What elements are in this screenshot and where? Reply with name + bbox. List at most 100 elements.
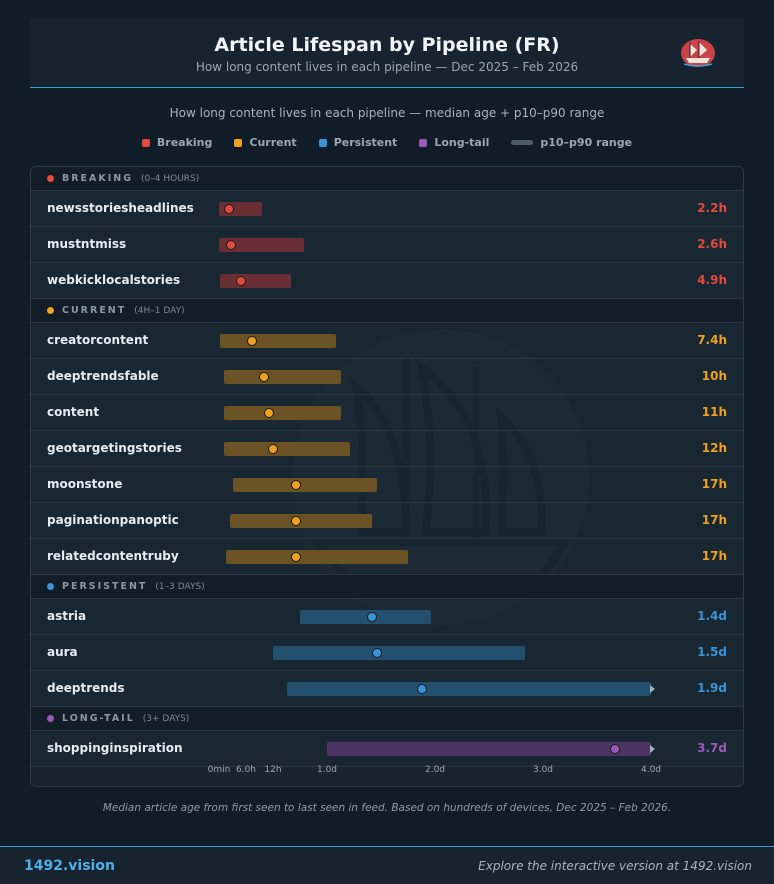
- legend-color-swatch: [141, 138, 150, 147]
- pipeline-name: shoppinginspiration: [47, 741, 183, 755]
- pipeline-row[interactable]: creatorcontent 7.4h: [31, 323, 743, 359]
- pipeline-name: deeptrends: [47, 681, 125, 695]
- pipeline-row[interactable]: deeptrends 1.9d: [31, 671, 743, 707]
- pipeline-row[interactable]: shoppinginspiration 3.7d: [31, 731, 743, 767]
- legend-color-swatch: [318, 138, 327, 147]
- p10-p90-range-bar: [223, 406, 341, 420]
- median-marker: [259, 372, 269, 382]
- pipeline-row[interactable]: newsstoriesheadlines 2.2h: [31, 191, 743, 227]
- group-header: CURRENT (4H–1 DAY): [31, 299, 743, 323]
- x-tick-label: 6.0h: [235, 765, 257, 775]
- median-marker: [610, 744, 620, 754]
- group-header: PERSISTENT (1–3 DAYS): [31, 575, 743, 599]
- legend-label: Long-tail: [434, 136, 490, 149]
- pipeline-name: aura: [47, 645, 78, 659]
- group-name: LONG-TAIL: [62, 713, 135, 724]
- median-marker: [268, 444, 278, 454]
- pipeline-name: moonstone: [47, 477, 123, 491]
- median-value: 17h: [701, 477, 727, 491]
- pipeline-name: deeptrendsfable: [47, 369, 159, 383]
- x-tick-label: 1.0d: [316, 765, 338, 775]
- p10-p90-range-bar: [219, 238, 305, 252]
- group-range-label: (1–3 DAYS): [155, 581, 205, 592]
- x-tick-label: 3.0d: [532, 765, 554, 775]
- legend-item: Persistent: [318, 136, 398, 149]
- median-marker: [236, 276, 247, 286]
- pipeline-name: creatorcontent: [47, 333, 149, 347]
- pipeline-row[interactable]: astria 1.4d: [31, 599, 743, 635]
- group-name: CURRENT: [62, 305, 127, 316]
- brand-link[interactable]: 1492.vision: [24, 858, 115, 874]
- page-subtitle: How long content lives in each pipeline …: [195, 60, 579, 74]
- median-value: 2.6h: [697, 237, 727, 251]
- legend: Breaking Current Persistent Long-tail p10–p9…: [0, 136, 774, 149]
- x-axis: 0min 6.0h 12h 1.0d 2.0d 3.0d 4.0d: [31, 761, 743, 786]
- legend-range-swatch: [511, 140, 534, 145]
- pipeline-row[interactable]: aura 1.5d: [31, 635, 743, 671]
- median-marker: [290, 516, 301, 526]
- p10-p90-range-bar: [327, 742, 651, 756]
- legend-item: p10–p90 range: [511, 136, 632, 149]
- median-value: 3.7d: [697, 741, 727, 755]
- pipeline-name: mustntmiss: [47, 237, 127, 251]
- group-range-label: (0–4 HOURS): [141, 173, 200, 184]
- pipeline-name: newsstoriesheadlines: [47, 201, 194, 215]
- legend-label: Persistent: [333, 136, 398, 149]
- legend-label: Current: [249, 136, 297, 149]
- pipeline-row[interactable]: geotargetingstories 12h: [31, 431, 743, 467]
- median-value: 12h: [701, 441, 727, 455]
- group-range-label: (4H–1 DAY): [134, 305, 185, 316]
- group-name: PERSISTENT: [62, 581, 148, 592]
- group-header: BREAKING (0–4 HOURS): [31, 167, 743, 191]
- median-value: 4.9h: [697, 273, 727, 287]
- group-name: BREAKING: [62, 173, 134, 184]
- pipeline-row[interactable]: deeptrendsfable 10h: [31, 359, 743, 395]
- legend-color-swatch: [234, 138, 243, 147]
- p10-p90-range-bar: [223, 370, 341, 384]
- median-value: 10h: [701, 369, 727, 383]
- p10-p90-range-bar: [220, 274, 291, 288]
- p10-p90-range-bar: [286, 682, 651, 696]
- header: Article Lifespan by Pipeline (FR) How lo…: [30, 18, 744, 88]
- p10-p90-range-bar: [220, 334, 336, 348]
- explore-link[interactable]: Explore the interactive version at 1492.…: [478, 859, 752, 873]
- median-value: 1.4d: [697, 609, 727, 623]
- group-range-label: (3+ DAYS): [142, 713, 190, 724]
- footer: 1492.vision Explore the interactive vers…: [0, 846, 774, 884]
- p10-p90-range-bar: [232, 478, 377, 492]
- group-dot: [47, 175, 54, 182]
- median-marker: [263, 408, 274, 418]
- ship-logo-icon: [681, 39, 715, 67]
- legend-item: Long-tail: [419, 136, 489, 149]
- group-dot: [47, 715, 54, 722]
- pipeline-row[interactable]: relatedcontentruby 17h: [31, 539, 743, 575]
- median-marker: [247, 336, 258, 346]
- x-tick-label: 4.0d: [640, 765, 662, 775]
- pipeline-name: webkicklocalstories: [47, 273, 181, 287]
- median-value: 7.4h: [697, 333, 727, 347]
- footnote: Median article age from first seen to la…: [102, 802, 672, 814]
- chart-panel: BREAKING (0–4 HOURS) newsstoriesheadlines 2…: [30, 166, 744, 787]
- pipeline-row[interactable]: mustntmiss 2.6h: [31, 227, 743, 263]
- group-header: LONG-TAIL (3+ DAYS): [31, 707, 743, 731]
- median-value: 17h: [701, 513, 727, 527]
- truncation-arrow-icon: [650, 745, 655, 753]
- pipeline-row[interactable]: content 11h: [31, 395, 743, 431]
- p10-p90-range-bar: [225, 550, 408, 564]
- median-marker: [367, 612, 377, 622]
- legend-label: Breaking: [156, 136, 213, 149]
- page-title: Article Lifespan by Pipeline (FR): [214, 34, 560, 56]
- median-value: 1.5d: [697, 645, 727, 659]
- truncation-arrow-icon: [650, 685, 655, 693]
- pipeline-name: paginationpanoptic: [47, 513, 179, 527]
- group-dot: [47, 307, 54, 314]
- pipeline-row[interactable]: webkicklocalstories 4.9h: [31, 263, 743, 299]
- pipeline-row[interactable]: moonstone 17h: [31, 467, 743, 503]
- x-tick-label: 0min: [207, 765, 231, 775]
- median-marker: [290, 552, 301, 562]
- legend-color-swatch: [419, 138, 428, 147]
- median-value: 1.9d: [697, 681, 727, 695]
- pipeline-row[interactable]: paginationpanoptic 17h: [31, 503, 743, 539]
- median-value: 2.2h: [697, 201, 727, 215]
- legend-item: Breaking: [141, 136, 213, 149]
